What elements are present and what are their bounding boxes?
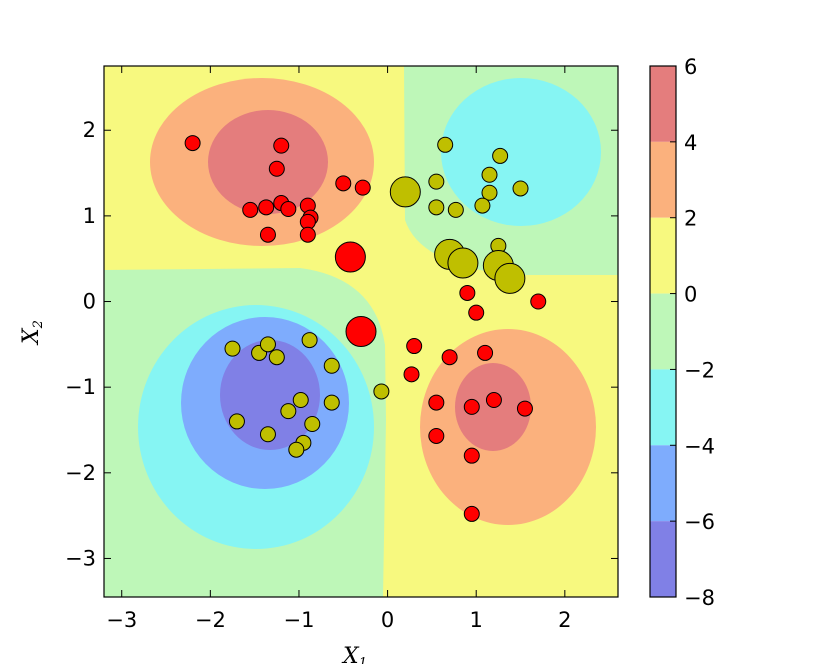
scatter-point-s1-22 [323, 394, 340, 411]
scatter-point-s0-22 [403, 366, 420, 383]
scatter-point-s0-28 [463, 447, 480, 464]
scatter-point-s1-27 [304, 415, 321, 432]
scatter-point-s0-26 [516, 400, 533, 417]
scatter-point-s0-24 [463, 398, 480, 415]
colorbar-tick-label: 0 [684, 283, 697, 307]
scatter-point-s0-12 [335, 175, 352, 192]
x-tick-label: −1 [283, 608, 314, 632]
x-axis-label: X1 [341, 644, 367, 664]
colorbar-segment-2 [650, 217, 676, 294]
scatter-points [184, 135, 547, 522]
x-tick-label: 0 [381, 608, 394, 632]
scatter-point-s0-10 [259, 226, 276, 243]
x-tick-label: −2 [195, 608, 226, 632]
scatter-point-s1-9 [474, 197, 491, 214]
x-axis-label-main: X [341, 644, 360, 664]
x-axis-label-sub: 1 [359, 656, 367, 664]
y-axis-ticks: −3 −2 −1 0 1 2 [65, 118, 618, 570]
scatter-point-s1-14 [494, 262, 526, 294]
scatter-point-s0-2 [268, 160, 285, 177]
contour-level-minus8-to-minus6-lower-left [220, 340, 320, 450]
x-tick-label: 1 [470, 608, 483, 632]
colorbar-tick-label: −4 [684, 434, 715, 458]
plot-frame [103, 65, 619, 598]
scatter-point-s1-26 [259, 426, 276, 443]
scatter-point-s1-29 [288, 441, 305, 458]
colorbar-segment-1 [650, 141, 676, 218]
scatter-point-s0-6 [280, 201, 297, 218]
colorbar-tick-label: 4 [684, 131, 697, 155]
scatter-point-s0-3 [242, 201, 259, 218]
x-tick-label: 2 [558, 608, 571, 632]
colorbar-tick-label: −2 [684, 358, 715, 382]
scatter-point-s0-17 [468, 304, 485, 321]
contour-plot [104, 66, 618, 597]
colorbar-tick-label: 2 [684, 207, 697, 231]
scatter-point-s0-21 [477, 344, 494, 361]
scatter-point-s1-3 [481, 166, 498, 183]
y-tick-label: 2 [83, 118, 96, 142]
y-tick-label: −3 [65, 546, 96, 570]
colorbar: 6 4 2 0 −2 −4 −6 −8 [649, 55, 715, 610]
scatter-point-s1-7 [428, 199, 445, 216]
scatter-point-s0-25 [485, 392, 502, 409]
scatter-point-s1-2 [492, 147, 509, 164]
scatter-point-s1-18 [268, 349, 285, 366]
scatter-point-s1-15 [224, 340, 241, 357]
colorbar-segment-4 [650, 369, 676, 446]
y-tick-label: −2 [65, 461, 96, 485]
colorbar-segment-0 [650, 66, 676, 142]
scatter-point-s0-15 [345, 316, 377, 347]
y-axis-label: X2 [19, 320, 46, 346]
colorbar-frame [649, 65, 677, 598]
scatter-point-s1-6 [512, 180, 529, 197]
scatter-point-s1-19 [301, 332, 318, 349]
scatter-point-s0-4 [258, 199, 275, 216]
x-tick-label: −3 [106, 608, 137, 632]
scatter-point-s0-29 [463, 505, 480, 522]
scatter-point-s1-8 [447, 201, 464, 218]
colorbar-segment-6 [650, 521, 676, 597]
scatter-point-s0-18 [530, 293, 547, 310]
x-axis-ticks: −3 −2 −1 0 1 2 [106, 66, 572, 632]
scatter-point-s1-23 [292, 392, 309, 409]
scatter-point-s1-0 [389, 176, 421, 208]
scatter-point-s0-16 [459, 284, 476, 301]
colorbar-segment-3 [650, 293, 676, 370]
scatter-point-s0-0 [184, 135, 201, 152]
scatter-point-s1-25 [228, 413, 245, 430]
scatter-point-s1-21 [373, 383, 390, 400]
y-axis-label-sub: 2 [31, 320, 46, 329]
scatter-point-s1-17 [259, 336, 276, 353]
scatter-point-s1-12 [447, 247, 479, 279]
scatter-point-s1-20 [323, 357, 340, 374]
scatter-point-s1-1 [437, 136, 454, 153]
scatter-point-s0-1 [273, 137, 290, 154]
scatter-point-s0-14 [334, 241, 366, 273]
scatter-point-s0-13 [354, 179, 371, 196]
colorbar-tick-label: −6 [684, 510, 715, 534]
y-tick-label: 0 [83, 290, 96, 314]
y-axis-label-main: X [19, 327, 44, 346]
colorbar-segment-5 [650, 445, 676, 522]
colorbar-tick-label: −8 [684, 586, 715, 610]
scatter-point-s1-5 [481, 184, 498, 201]
scatter-point-s0-19 [406, 338, 423, 355]
scatter-point-s0-20 [441, 349, 458, 366]
contour-level-4-to-6-upper-left [208, 110, 328, 214]
scatter-point-s1-4 [428, 173, 445, 190]
contour-level-minus4-to-minus2-upper-right [441, 78, 601, 226]
y-tick-label: −1 [65, 375, 96, 399]
scatter-point-s0-27 [428, 427, 445, 444]
colorbar-tick-label: 6 [684, 55, 697, 79]
scatter-point-s0-23 [428, 394, 445, 411]
scatter-point-s1-24 [280, 403, 297, 420]
scatter-point-s0-11 [299, 226, 316, 243]
y-tick-label: 1 [83, 204, 96, 228]
